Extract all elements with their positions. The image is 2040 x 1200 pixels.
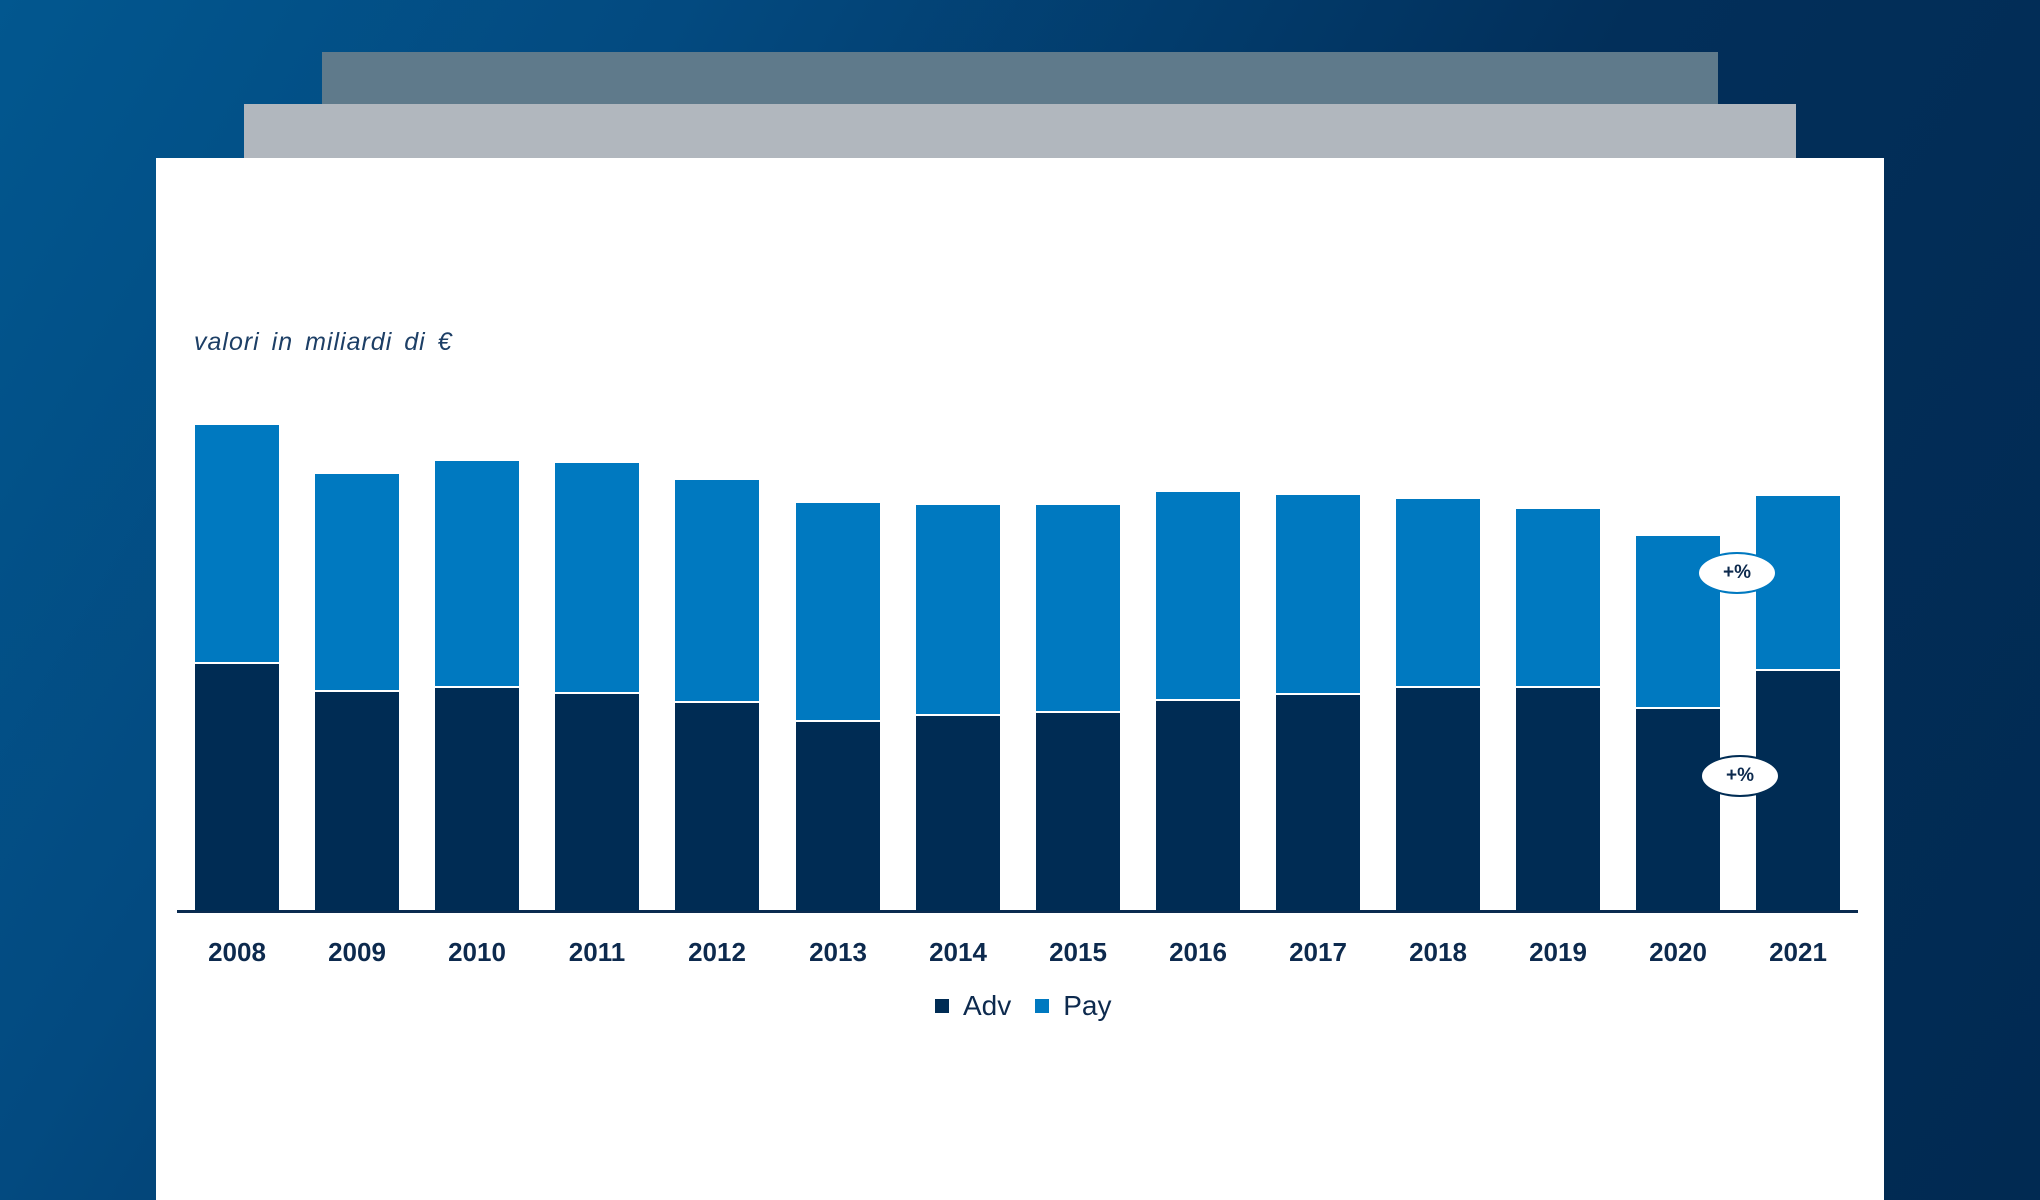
x-tick-label: 2012: [688, 937, 746, 967]
bar-segment-adv: [1276, 693, 1360, 911]
bar-segment-adv: [1396, 686, 1480, 911]
bar-2013: [796, 503, 880, 911]
pay-growth-bubble: +%: [1697, 552, 1777, 594]
bar-segment-adv: [675, 701, 759, 911]
legend-item-pay: Pay: [1035, 990, 1112, 1022]
bar-segment-pay: [195, 425, 279, 662]
bar-segment-pay: [555, 463, 639, 692]
bar-segment-adv: [195, 662, 279, 911]
x-tick-label: 2017: [1289, 937, 1347, 967]
bar-segment-pay: [1396, 499, 1480, 686]
chart-card: valori in miliardi di € 2008 2009 2010 2011…: [156, 158, 1884, 1200]
x-tick-label: 2008: [208, 937, 266, 967]
x-axis-line: [177, 910, 1858, 913]
chart-subtitle: valori in miliardi di €: [194, 328, 453, 356]
legend-label-adv: Adv: [963, 990, 1012, 1021]
bar-2014: [916, 505, 1000, 911]
x-tick-label: 2013: [809, 937, 867, 967]
bar-2008: [195, 425, 279, 911]
x-tick-label: 2018: [1409, 937, 1467, 967]
x-tick-label: 2020: [1649, 937, 1707, 967]
bar-segment-pay: [435, 461, 519, 686]
x-tick-label: 2015: [1049, 937, 1107, 967]
bar-segment-adv: [1756, 669, 1840, 911]
bar-2011: [555, 463, 639, 911]
chart-legend: Adv Pay: [935, 990, 1124, 1022]
legend-item-adv: Adv: [935, 990, 1011, 1022]
legend-swatch-pay: [1035, 999, 1050, 1013]
bar-segment-pay: [916, 505, 1000, 714]
bar-segment-pay: [1516, 509, 1600, 686]
bar-segment-adv: [555, 692, 639, 911]
bar-segment-adv: [1636, 707, 1720, 911]
x-tick-label: 2016: [1169, 937, 1227, 967]
bar-segment-adv: [796, 720, 880, 911]
bar-2012: [675, 480, 759, 911]
bar-segment-pay: [796, 503, 880, 720]
bar-2018: [1396, 499, 1480, 911]
bar-2010: [435, 461, 519, 911]
bar-segment-pay: [1036, 505, 1120, 711]
x-tick-label: 2021: [1769, 937, 1827, 967]
bar-segment-pay: [675, 480, 759, 701]
card-bottom-glow: [216, 1018, 1836, 1200]
legend-label-pay: Pay: [1063, 990, 1112, 1021]
plot-area: 2008 2009 2010 2011 2012 2013 2014 2015 2016 2017…: [156, 158, 1884, 1200]
bar-2009: [315, 474, 399, 911]
bar-2021: [1756, 496, 1840, 911]
bar-segment-pay: [1276, 495, 1360, 693]
legend-swatch-adv: [935, 999, 949, 1013]
bar-2015: [1036, 505, 1120, 911]
x-tick-label: 2011: [568, 937, 626, 967]
background-panel-middle: [244, 104, 1796, 164]
bar-segment-adv: [315, 690, 399, 911]
bar-2017: [1276, 495, 1360, 911]
bar-segment-pay: [315, 474, 399, 690]
bar-2016: [1156, 492, 1240, 911]
x-tick-label: 2009: [328, 937, 386, 967]
x-tick-label: 2010: [448, 937, 506, 967]
x-tick-label: 2014: [929, 937, 987, 967]
bar-segment-pay: [1156, 492, 1240, 699]
x-tick-label: 2019: [1529, 937, 1587, 967]
bar-2020: [1636, 536, 1720, 911]
bar-segment-adv: [1516, 686, 1600, 911]
bar-segment-adv: [1036, 711, 1120, 911]
bar-2019: [1516, 509, 1600, 911]
adv-growth-bubble: +%: [1700, 755, 1780, 797]
bar-segment-adv: [916, 714, 1000, 911]
bar-segment-adv: [1156, 699, 1240, 911]
bar-segment-adv: [435, 686, 519, 911]
